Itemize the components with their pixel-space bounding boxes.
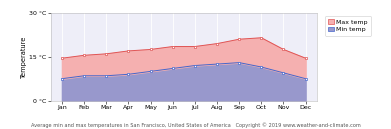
Y-axis label: Temperature: Temperature [20,36,27,78]
Text: Average min and max temperatures in San Francisco, United States of America   Co: Average min and max temperatures in San … [30,122,361,128]
Legend: Max temp, Min temp: Max temp, Min temp [325,16,371,35]
